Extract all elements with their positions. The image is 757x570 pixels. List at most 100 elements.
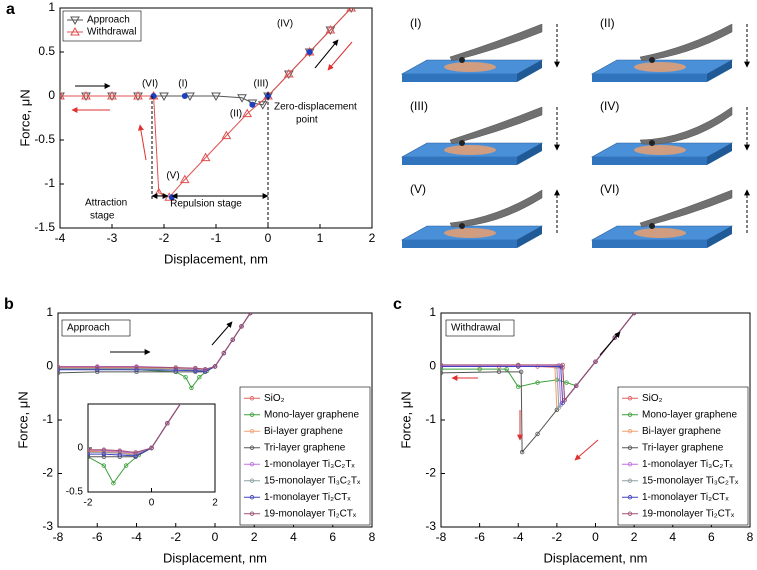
point <box>248 313 253 316</box>
series-line <box>60 8 352 198</box>
substrate-front <box>402 157 517 165</box>
point <box>134 367 139 372</box>
legend-label: Mono-layer graphene <box>264 409 359 420</box>
point <box>197 375 202 380</box>
point <box>117 448 122 453</box>
sample-spot <box>444 145 496 155</box>
y-tick-label: -2 <box>42 466 53 480</box>
point <box>123 463 129 468</box>
legend-label: Approach <box>87 15 130 26</box>
point <box>560 362 565 368</box>
direction-arrow <box>137 124 147 161</box>
legend-box <box>62 10 142 42</box>
point <box>181 398 185 402</box>
point <box>173 365 178 370</box>
substrate-front <box>402 74 517 82</box>
annotation: (IV) <box>277 19 293 30</box>
y-tick-label: 0 <box>77 443 83 454</box>
point <box>564 380 569 385</box>
point <box>88 450 91 455</box>
x-tick-label: 4 <box>669 530 676 544</box>
legend-label: 15-monolayer Ti₃C₂Tₓ <box>264 475 361 486</box>
stage-label: (II) <box>600 16 615 30</box>
y-tick-label: -1 <box>425 412 436 426</box>
x-tick-label: 4 <box>290 530 297 544</box>
point <box>58 367 61 372</box>
legend-marker <box>249 495 255 500</box>
point <box>60 90 65 100</box>
point <box>496 369 502 375</box>
point <box>535 380 540 385</box>
series-line <box>88 404 181 453</box>
legend-label: 1-monolayer Ti₂CTₓ <box>264 492 351 503</box>
y-tick-label: -2 <box>425 466 436 480</box>
legend-label: Bi-layer graphene <box>264 426 343 437</box>
y-axis-label: Force, μN <box>17 89 32 146</box>
y-axis-label: Force, μN <box>15 391 30 448</box>
point <box>183 375 188 380</box>
point <box>181 398 185 402</box>
point <box>149 445 154 451</box>
legend-marker <box>249 412 255 417</box>
highlight-point <box>181 93 188 99</box>
direction-arrow <box>314 39 339 69</box>
legend-marker <box>249 429 255 434</box>
y-axis-label: Force, μN <box>398 391 413 448</box>
tip <box>459 223 465 229</box>
point <box>88 447 91 452</box>
tip <box>459 140 465 146</box>
direction-arrow <box>599 331 621 356</box>
point <box>193 365 198 371</box>
stage-label: (III) <box>410 99 428 113</box>
stage-label: (VI) <box>600 182 619 196</box>
highlight-point <box>249 101 256 108</box>
legend-label: 19-monolayer Ti₂CTₓ <box>264 508 357 519</box>
point <box>173 368 178 373</box>
point <box>134 364 139 370</box>
point <box>107 90 117 100</box>
tip <box>649 57 655 63</box>
direction-arrow <box>327 41 353 71</box>
annotation-box <box>61 319 131 337</box>
y-tick-label: 1 <box>48 0 55 14</box>
x-tick-label: -4 <box>131 530 142 544</box>
cantilever <box>449 106 543 145</box>
substrate-side <box>707 226 732 248</box>
point <box>193 368 198 373</box>
legend-label: SiO₂ <box>264 393 285 404</box>
point <box>631 313 637 316</box>
x-tick-label: -2 <box>84 498 93 509</box>
point <box>283 68 294 78</box>
point <box>242 108 253 118</box>
cantilever <box>449 23 543 62</box>
direction-arrow <box>211 321 233 346</box>
point <box>181 398 185 402</box>
annotation: point <box>296 115 318 126</box>
legend-marker <box>627 412 633 417</box>
legend-marker <box>70 26 80 36</box>
x-tick-label: 2 <box>631 530 638 544</box>
x-tick-label: -1 <box>211 231 222 245</box>
x-tick-label: 6 <box>708 530 715 544</box>
legend-marker <box>249 478 255 483</box>
legend-label: Mono-layer graphene <box>642 409 737 420</box>
legend-label: 1-monolayer Ti₃C₂Tₓ <box>642 459 733 470</box>
tip <box>649 140 655 146</box>
point <box>189 385 194 391</box>
y-tick-label: 0 <box>48 88 55 102</box>
annotation: Attraction <box>85 198 127 209</box>
legend-label: 15-monolayer Ti₃C₂Tₓ <box>642 475 739 486</box>
point <box>535 431 540 437</box>
annotation: (III) <box>254 79 269 90</box>
sample-spot <box>634 145 686 155</box>
x-tick-label: 2 <box>369 231 376 245</box>
sample-spot <box>444 62 496 72</box>
point <box>101 463 107 468</box>
highlight-point <box>306 49 313 55</box>
highlight-point <box>265 93 271 99</box>
legend-marker <box>249 462 255 467</box>
sample-spot <box>634 228 686 238</box>
point <box>181 398 185 402</box>
sample-spot <box>444 228 496 238</box>
